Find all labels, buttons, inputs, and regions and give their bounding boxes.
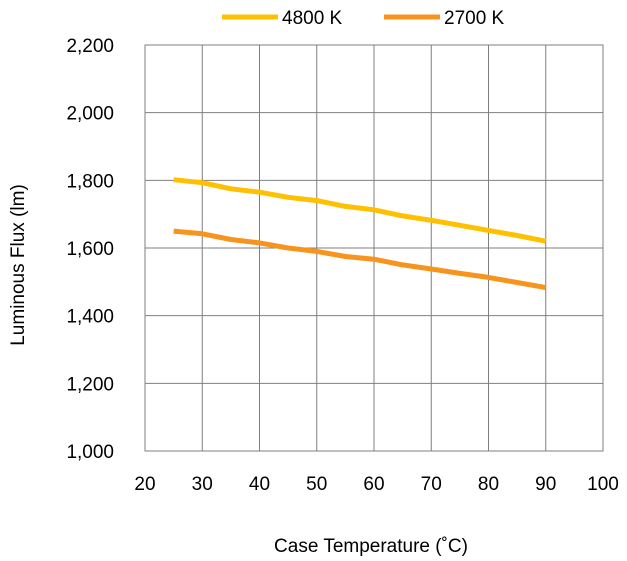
series-line-1 <box>173 228 547 291</box>
y-tick-label: 2,200 <box>66 36 114 57</box>
x-tick-label: 90 <box>535 474 556 495</box>
y-axis-title: Luminous Flux (lm) <box>8 184 29 346</box>
y-tick-label: 1,800 <box>66 171 114 192</box>
x-axis-title: Case Temperature (˚C) <box>274 536 468 557</box>
x-tick-label: 80 <box>478 474 499 495</box>
series-line-0 <box>173 177 547 244</box>
x-tick-label: 60 <box>363 474 384 495</box>
x-axis-tick-labels: 20 30 40 50 60 70 80 90 100 <box>134 474 618 495</box>
legend-label-1: 2700 K <box>444 8 505 29</box>
x-tick-label: 70 <box>421 474 442 495</box>
legend: 4800 K 2700 K <box>222 8 505 29</box>
x-tick-label: 20 <box>134 474 155 495</box>
plot-area-border <box>144 44 604 452</box>
legend-label-0: 4800 K <box>282 8 343 29</box>
y-tick-label: 1,600 <box>66 239 114 260</box>
x-tick-label: 50 <box>306 474 327 495</box>
gridlines <box>144 44 604 452</box>
x-tick-label: 100 <box>587 474 619 495</box>
y-tick-label: 1,200 <box>66 374 114 395</box>
y-tick-label: 1,000 <box>66 442 114 463</box>
series-lines <box>173 177 547 291</box>
x-tick-label: 30 <box>192 474 213 495</box>
y-axis-tick-labels: 1,000 1,200 1,400 1,600 1,800 2,000 2,200 <box>66 36 114 463</box>
y-tick-label: 1,400 <box>66 307 114 328</box>
y-tick-label: 2,000 <box>66 104 114 125</box>
x-tick-label: 40 <box>249 474 270 495</box>
